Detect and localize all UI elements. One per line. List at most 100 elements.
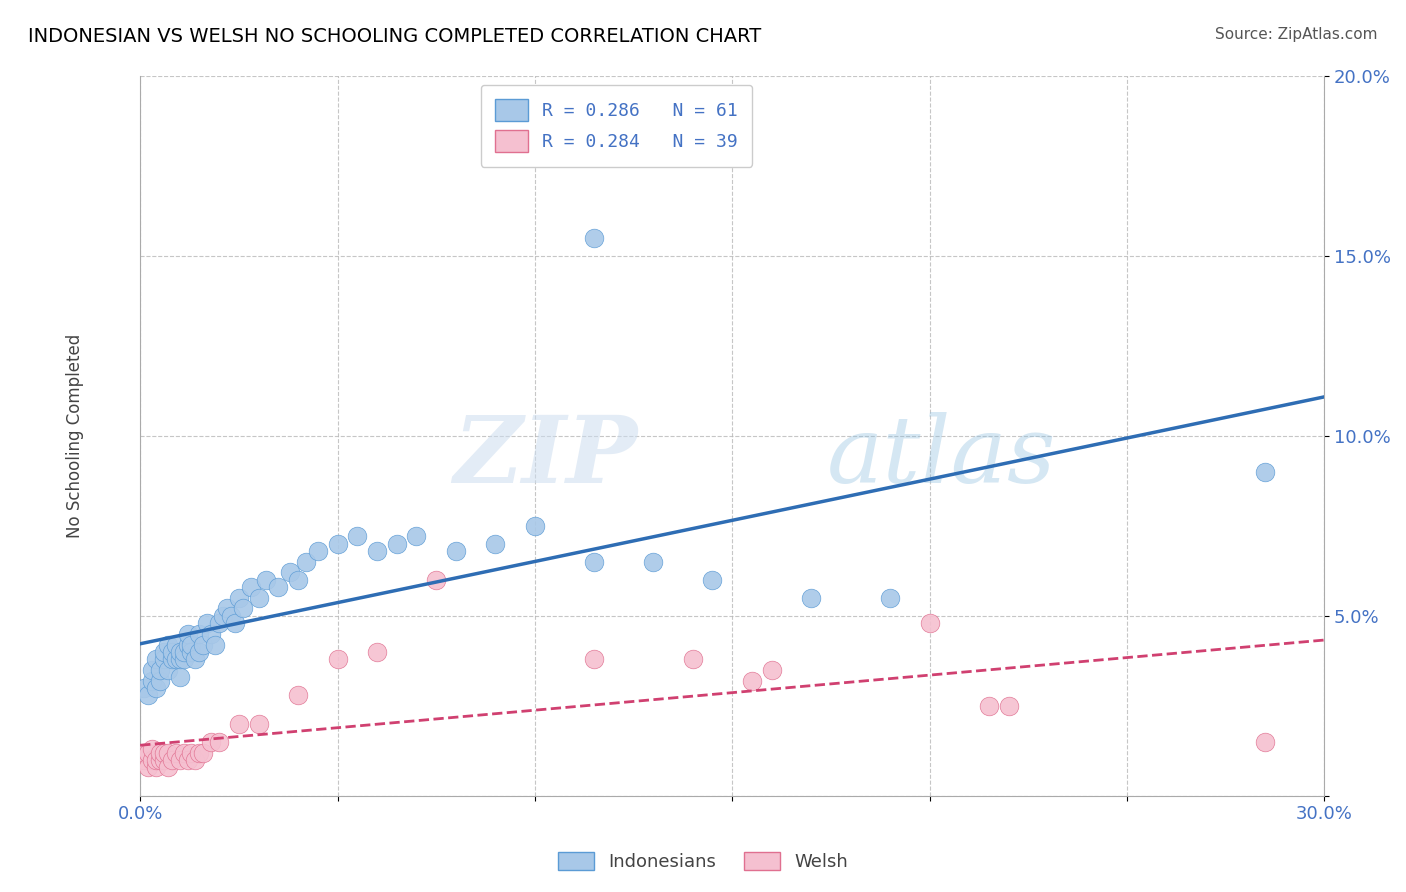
Point <box>267 580 290 594</box>
Point <box>215 601 238 615</box>
Point <box>583 230 606 244</box>
Text: ZIP: ZIP <box>453 412 637 502</box>
Point <box>224 615 246 630</box>
Point <box>180 746 202 760</box>
Point <box>405 529 427 543</box>
Point <box>156 760 179 774</box>
Point <box>156 663 179 677</box>
Text: INDONESIAN VS WELSH NO SCHOOLING COMPLETED CORRELATION CHART: INDONESIAN VS WELSH NO SCHOOLING COMPLET… <box>28 27 762 45</box>
Point <box>219 608 242 623</box>
Point <box>156 638 179 652</box>
Point <box>212 608 235 623</box>
Point <box>153 746 176 760</box>
Point <box>153 753 176 767</box>
Point <box>160 753 183 767</box>
Point <box>169 670 191 684</box>
Point <box>169 645 191 659</box>
Point <box>484 537 506 551</box>
Point <box>295 555 318 569</box>
Point <box>278 566 301 580</box>
Point <box>326 652 349 666</box>
Point <box>149 746 172 760</box>
Point <box>977 698 1000 713</box>
Point <box>583 555 606 569</box>
Point <box>160 645 183 659</box>
Point <box>149 663 172 677</box>
Point <box>145 652 167 666</box>
Point <box>173 746 195 760</box>
Point <box>136 760 159 774</box>
Text: atlas: atlas <box>827 412 1056 502</box>
Point <box>149 673 172 688</box>
Point <box>153 645 176 659</box>
Point <box>307 544 329 558</box>
Point <box>346 529 368 543</box>
Point <box>444 544 467 558</box>
Point <box>160 652 183 666</box>
Point <box>145 681 167 695</box>
Point <box>583 652 606 666</box>
Point <box>180 645 202 659</box>
Point <box>156 746 179 760</box>
Point <box>136 746 159 760</box>
Point <box>247 716 270 731</box>
Point <box>173 645 195 659</box>
Point <box>165 652 187 666</box>
Point <box>918 615 941 630</box>
Point <box>1254 465 1277 479</box>
Point <box>879 591 901 605</box>
Point <box>136 688 159 702</box>
Point <box>366 544 388 558</box>
Point <box>228 716 250 731</box>
Point <box>141 753 163 767</box>
Point <box>169 753 191 767</box>
Point <box>366 645 388 659</box>
Point <box>173 652 195 666</box>
Text: No Schooling Completed: No Schooling Completed <box>66 334 84 538</box>
Point <box>141 742 163 756</box>
Point <box>682 652 704 666</box>
Point <box>385 537 408 551</box>
Legend: R = 0.286   N = 61, R = 0.284   N = 39: R = 0.286 N = 61, R = 0.284 N = 39 <box>481 85 752 167</box>
Point <box>326 537 349 551</box>
Point <box>228 591 250 605</box>
Point <box>145 760 167 774</box>
Point <box>141 663 163 677</box>
Point <box>176 638 198 652</box>
Legend: Indonesians, Welsh: Indonesians, Welsh <box>551 845 855 879</box>
Point <box>134 753 156 767</box>
Point <box>1254 735 1277 749</box>
Point <box>193 746 215 760</box>
Point <box>741 673 763 688</box>
Point <box>425 573 447 587</box>
Point <box>165 746 187 760</box>
Point <box>232 601 254 615</box>
Point <box>523 518 546 533</box>
Point <box>188 626 211 640</box>
Point <box>256 573 278 587</box>
Point <box>208 615 231 630</box>
Point <box>208 735 231 749</box>
Point <box>200 735 222 749</box>
Point <box>184 652 207 666</box>
Point <box>188 645 211 659</box>
Point <box>195 615 218 630</box>
Point <box>702 573 724 587</box>
Point <box>239 580 262 594</box>
Text: Source: ZipAtlas.com: Source: ZipAtlas.com <box>1215 27 1378 42</box>
Point <box>188 746 211 760</box>
Point <box>184 753 207 767</box>
Point <box>165 638 187 652</box>
Point <box>287 688 309 702</box>
Point <box>997 698 1019 713</box>
Point <box>287 573 309 587</box>
Point <box>761 663 783 677</box>
Point <box>149 753 172 767</box>
Point <box>153 652 176 666</box>
Point <box>169 652 191 666</box>
Point <box>176 753 198 767</box>
Point <box>200 626 222 640</box>
Point <box>193 638 215 652</box>
Point <box>247 591 270 605</box>
Point <box>800 591 823 605</box>
